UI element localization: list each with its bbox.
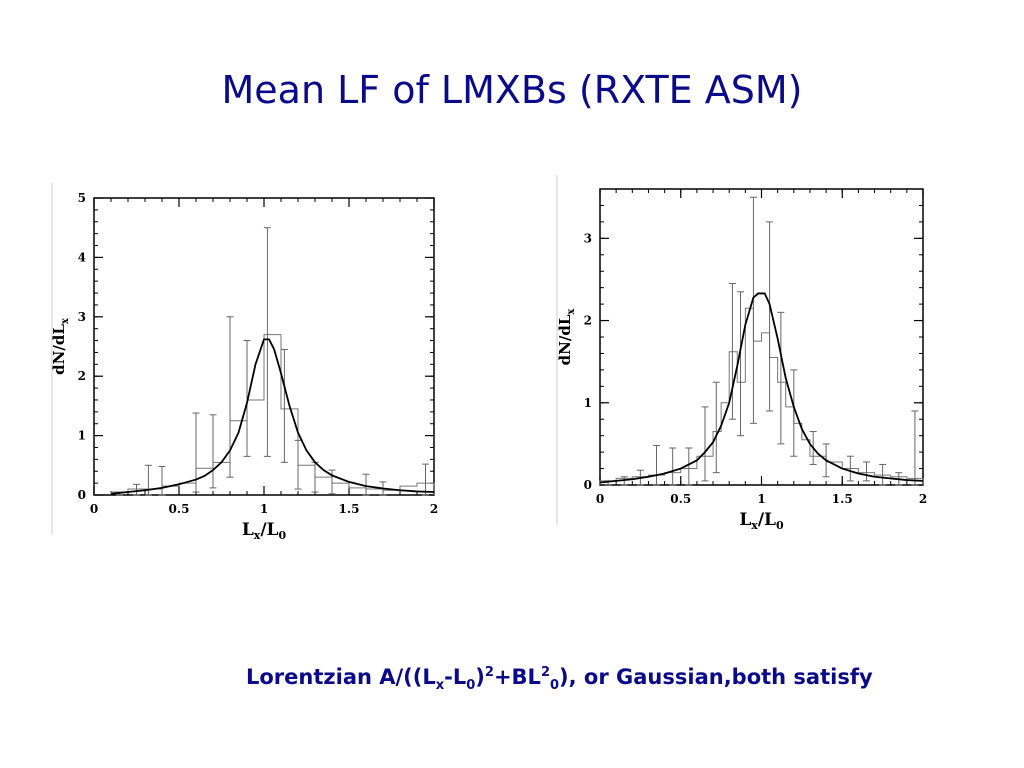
chart-right-xlabel-mid: /L: [758, 510, 776, 530]
chart-right-ytick-label: 2: [584, 314, 592, 328]
caption-text-4: +BL: [493, 665, 541, 689]
caption: Lorentzian A/((Lx-L0)2+BL20), or Gaussia…: [246, 658, 946, 701]
caption-sup-2b: 2: [540, 665, 550, 680]
chart-right-xlabel: Lx/L0: [739, 510, 784, 532]
caption-text-2: -L: [444, 665, 467, 689]
chart-left-xtick-label: 0.5: [169, 502, 190, 516]
chart-right-ytick-label: 3: [584, 231, 592, 245]
chart-right-xlabel-sub1: x: [751, 519, 758, 532]
chart-right-xtick-label: 1.5: [832, 492, 853, 506]
chart-right-xlabel-L: L: [739, 510, 751, 530]
chart-left-xlabel-sub2: 0: [279, 529, 287, 542]
chart-left-xlabel-mid: /L: [260, 520, 278, 540]
chart-left-ytick-label: 5: [78, 191, 86, 205]
chart-left-xtick-label: 0: [90, 502, 98, 516]
caption-text-1: Lorentzian A/((L: [246, 665, 436, 689]
caption-text-3: ): [475, 665, 485, 689]
chart-left-fit-curve: [110, 338, 435, 495]
slide-title: Mean LF of LMXBs (RXTE ASM): [221, 68, 803, 112]
chart-right-histogram: [599, 307, 924, 485]
chart-left-xlabel-L: L: [242, 520, 254, 540]
caption-sup-2a: 2: [484, 665, 494, 680]
chart-right-ytick-label: 1: [584, 396, 592, 410]
caption-sub-0a: 0: [466, 678, 476, 694]
chart-right-xtick-label: 0.5: [670, 492, 691, 506]
caption-text-5: ), or Gaussian,both satisfy: [559, 665, 873, 689]
chart-left-xlabel: Lx/L0: [242, 520, 287, 542]
chart-left-histogram: [110, 334, 435, 495]
chart-left-ylabel-main: dN/dL: [50, 324, 68, 375]
chart-left-xtick-label: 1.5: [339, 502, 360, 516]
chart-left-xlabel-sub1: x: [254, 529, 261, 542]
chart-left-ytick-label: 0: [78, 488, 86, 502]
chart-right-ylabel-sub: x: [566, 308, 577, 315]
chart-right-ytick-label: 0: [584, 478, 592, 492]
chart-right-fit-curve: [599, 292, 924, 484]
caption-sub-x: x: [435, 678, 445, 694]
chart-right-xtick-label: 1: [757, 492, 765, 506]
chart-right-ylabel-main: dN/dL: [556, 314, 574, 365]
chart-left-ytick-label: 2: [78, 369, 86, 383]
chart-right-xtick-label: 2: [919, 492, 927, 506]
chart-left-xtick-label: 2: [430, 502, 438, 516]
chart-left-ytick-label: 3: [78, 310, 86, 324]
chart-left-xtick-label: 1: [260, 502, 268, 516]
chart-left-ytick-label: 1: [78, 429, 86, 443]
chart-left-ylabel-sub: x: [60, 317, 71, 324]
caption-sub-0b: 0: [549, 678, 560, 694]
chart-right: 0 0.5 1 1.5 2 0 1 2 3 Lx/L0 dN/dLx: [555, 175, 940, 545]
chart-right-ylabel: dN/dLx: [556, 308, 577, 366]
chart-right-xtick-label: 0: [596, 492, 604, 506]
chart-left: 0 0.5 1 1.5 2 0 1 2 3 4 5 Lx/L0 dN/dLx: [50, 175, 450, 545]
chart-left-ytick-label: 4: [78, 250, 86, 264]
chart-right-xlabel-sub2: 0: [776, 519, 784, 532]
chart-left-ylabel: dN/dLx: [50, 317, 71, 375]
